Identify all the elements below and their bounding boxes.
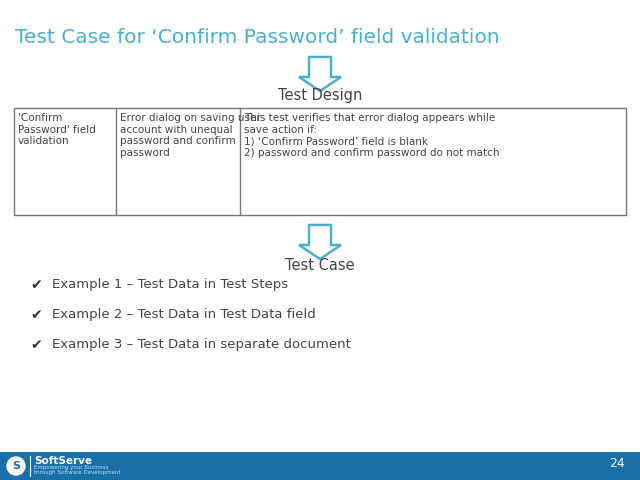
Circle shape [7,457,25,475]
Text: ✔: ✔ [30,308,42,322]
Text: through Software Development: through Software Development [34,470,120,475]
Text: Test Case for ‘Confirm Password’ field validation: Test Case for ‘Confirm Password’ field v… [15,28,500,47]
Bar [0,452,640,480]
Text: 24: 24 [609,457,625,470]
Text: Empowering your Business: Empowering your Business [34,465,108,470]
Text: Test Design: Test Design [278,88,362,103]
Text: Example 2 – Test Data in Test Data field: Example 2 – Test Data in Test Data field [52,308,316,321]
Text: S: S [12,461,20,471]
Text: Example 3 – Test Data in separate document: Example 3 – Test Data in separate docume… [52,338,351,351]
Text: SoftServe: SoftServe [34,456,92,466]
Text: Test Case: Test Case [285,258,355,273]
Text: Example 1 – Test Data in Test Steps: Example 1 – Test Data in Test Steps [52,278,288,291]
Text: Error dialog on saving user
account with unequal
password and confirm
password: Error dialog on saving user account with… [120,113,260,158]
Text: 'Confirm
Password' field
validation: 'Confirm Password' field validation [18,113,96,146]
Bar [14,108,626,215]
Text: This test verifies that error dialog appears while
save action if:
1) ‘Confirm P: This test verifies that error dialog app… [244,113,499,158]
Text: ✔: ✔ [30,338,42,352]
Text: ✔: ✔ [30,278,42,292]
